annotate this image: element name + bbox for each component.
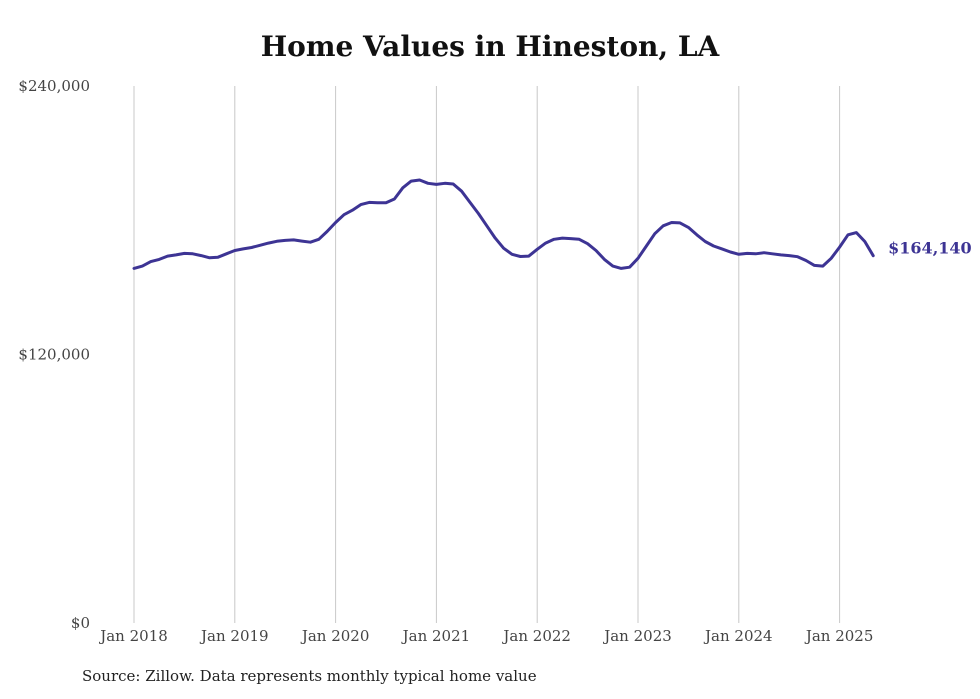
x-tick-label: Jan 2023 bbox=[602, 627, 672, 645]
y-axis-ticks: $0 $120,000 $240,000 bbox=[18, 77, 90, 632]
series-end-label: $164,140 bbox=[888, 239, 972, 258]
chart-title: Home Values in Hineston, LA bbox=[260, 30, 720, 63]
y-tick-label: $0 bbox=[71, 614, 90, 632]
series-layer: $164,140 bbox=[132, 178, 972, 270]
x-tick-label: Jan 2021 bbox=[401, 627, 471, 645]
x-tick-label: Jan 2025 bbox=[804, 627, 874, 645]
x-tick-label: Jan 2022 bbox=[501, 627, 571, 645]
x-tick-label: Jan 2024 bbox=[703, 627, 773, 645]
source-note: Source: Zillow. Data represents monthly … bbox=[82, 667, 537, 685]
grid-lines bbox=[133, 86, 841, 623]
x-axis-ticks: Jan 2018 Jan 2019 Jan 2020 Jan 2021 Jan 2022… bbox=[98, 627, 873, 645]
y-tick-label: $240,000 bbox=[18, 77, 90, 95]
x-tick-label: Jan 2019 bbox=[199, 627, 269, 645]
x-tick-label: Jan 2020 bbox=[300, 627, 370, 645]
x-tick-label: Jan 2018 bbox=[98, 627, 168, 645]
y-tick-label: $120,000 bbox=[18, 346, 90, 364]
series-line-0 bbox=[132, 178, 875, 270]
